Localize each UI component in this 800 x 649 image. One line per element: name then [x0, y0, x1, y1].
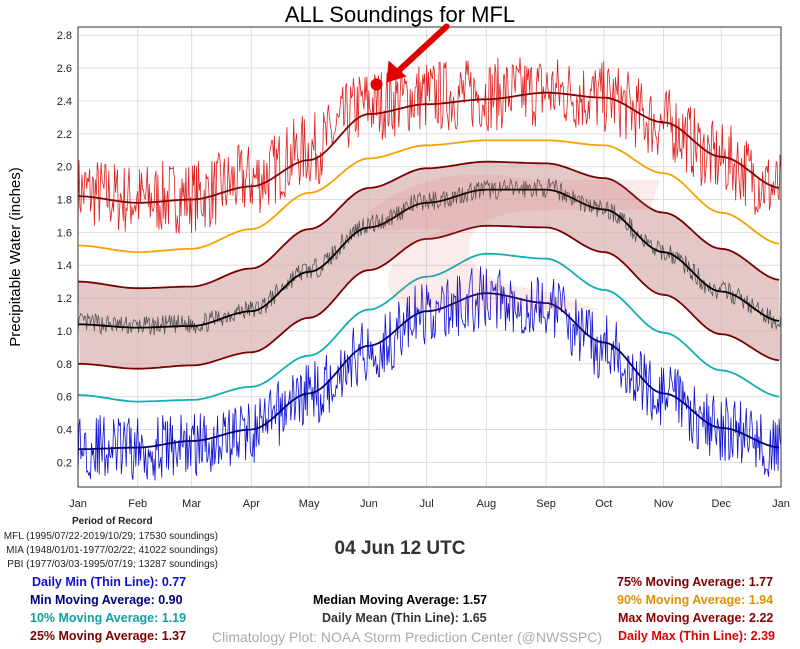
- y-axis-label: Precipitable Water (inches): [7, 167, 24, 347]
- y-tick-label: 0.4: [57, 425, 72, 437]
- x-tick-label: Aug: [477, 498, 497, 510]
- series-daily-max: [77, 57, 782, 234]
- y-tick-label: 2.0: [57, 162, 72, 174]
- y-tick-label: 2.2: [57, 129, 72, 141]
- period-line-pbi: PBI (1977/03/03-1995/07/19; 13287 soundi…: [7, 559, 218, 570]
- x-tick-label: Jan: [772, 498, 790, 510]
- stat-p10-moving: 10% Moving Average: 1.19: [30, 611, 187, 625]
- series-daily-min: [77, 266, 782, 481]
- x-tick-label: Sep: [536, 498, 556, 510]
- series-p75-moving: [77, 160, 780, 290]
- plot-frame: [77, 26, 782, 488]
- interquartile-band: [78, 161, 781, 369]
- x-tick-label: Jan: [69, 498, 87, 510]
- x-tick-label: Dec: [712, 498, 732, 510]
- y-tick-label: 2.6: [57, 63, 72, 75]
- period-heading: Period of Record: [72, 516, 153, 527]
- y-tick-label: 1.8: [57, 195, 72, 207]
- series-min-moving: [78, 292, 780, 451]
- period-of-record: Period of Record MFL (1995/07/22-2019/10…: [0, 516, 240, 572]
- stat-min-moving: Min Moving Average: 0.90: [30, 593, 183, 607]
- chart-title: ALL Soundings for MFL: [284, 2, 516, 27]
- stat-daily-mean: Daily Mean (Thin Line): 1.65: [322, 611, 487, 625]
- y-tick-label: 0.2: [57, 457, 72, 469]
- y-tick-label: 2.8: [57, 30, 72, 42]
- x-tick-label: Jun: [360, 498, 378, 510]
- stat-daily-max: Daily Max (Thin Line): 2.39: [618, 629, 775, 643]
- y-tick-label: 2.4: [57, 96, 72, 108]
- series-p10-moving: [77, 252, 780, 403]
- stat-median-moving: Median Moving Average: 1.57: [313, 593, 488, 607]
- current-value-marker: [370, 78, 383, 91]
- series-max-moving: [77, 91, 780, 204]
- period-line-mia: MIA (1948/01/01-1977/02/22; 41022 soundi…: [6, 545, 218, 556]
- x-tick-label: Apr: [243, 498, 260, 510]
- stat-daily-min: Daily Min (Thin Line): 0.77: [32, 575, 187, 589]
- series-p25-moving: [78, 224, 780, 370]
- x-tick-label: Feb: [128, 498, 147, 510]
- y-tick-label: 1.0: [57, 326, 72, 338]
- x-tick-label: Oct: [595, 498, 612, 510]
- series-median-moving: [78, 188, 780, 329]
- credit-line: Climatology Plot: NOAA Storm Prediction …: [212, 629, 602, 645]
- x-tick-label: May: [299, 498, 320, 510]
- arrow-shaft: [391, 23, 450, 78]
- series-p90-moving: [77, 139, 780, 253]
- stat-p90-moving: 90% Moving Average: 1.94: [617, 593, 774, 607]
- period-line-mfl: MFL (1995/07/22-2019/10/29; 17530 soundi…: [3, 531, 218, 542]
- y-tick-label: 1.2: [57, 293, 72, 305]
- y-tick-label: 0.8: [57, 359, 72, 371]
- y-tick-label: 1.6: [57, 227, 72, 239]
- arrow-head-icon: [386, 60, 407, 83]
- x-tick-label: Nov: [654, 498, 674, 510]
- x-tick-label: Mar: [182, 498, 201, 510]
- stat-p75-moving: 75% Moving Average: 1.77: [617, 575, 774, 589]
- y-tick-label: 0.6: [57, 392, 72, 404]
- stat-max-moving: Max Moving Average: 2.22: [618, 611, 774, 625]
- selected-date-label: 04 Jun 12 UTC: [334, 538, 466, 559]
- spc-watermark-logo: [360, 150, 680, 340]
- y-tick-label: 1.4: [57, 260, 72, 272]
- stat-p25-moving: 25% Moving Average: 1.37: [30, 629, 187, 643]
- x-tick-label: Jul: [420, 498, 434, 510]
